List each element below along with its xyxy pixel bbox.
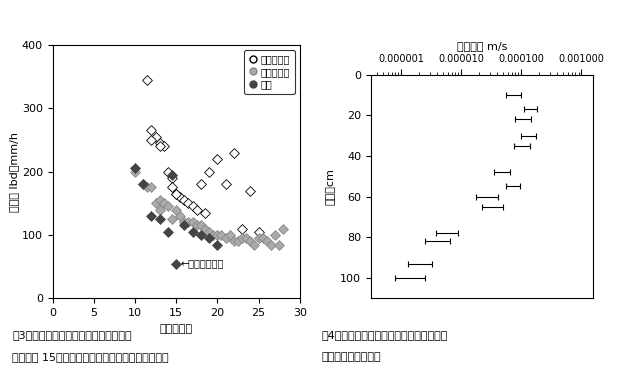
Point bbox=[146, 213, 156, 219]
X-axis label: 傍斜角，度: 傍斜角，度 bbox=[159, 324, 193, 334]
Point bbox=[188, 203, 198, 209]
Point bbox=[154, 197, 164, 203]
Point bbox=[151, 134, 161, 140]
Point bbox=[192, 222, 201, 228]
Point bbox=[163, 229, 173, 235]
Point bbox=[204, 229, 214, 235]
Point bbox=[200, 210, 210, 216]
Point bbox=[225, 232, 235, 238]
Text: 深さ方向の変化: 深さ方向の変化 bbox=[321, 352, 381, 363]
Point bbox=[171, 191, 181, 197]
Point bbox=[188, 219, 198, 225]
Point bbox=[216, 232, 226, 238]
Point bbox=[167, 184, 177, 190]
Point bbox=[213, 242, 222, 248]
Point bbox=[245, 238, 255, 244]
Text: 傍斜角 15度を尾根部の上部と下部の境界とした: 傍斜角 15度を尾根部の上部と下部の境界とした bbox=[12, 352, 169, 363]
Point bbox=[184, 200, 193, 206]
Point bbox=[176, 213, 185, 219]
Point bbox=[159, 200, 169, 206]
Point bbox=[213, 232, 222, 238]
Point bbox=[179, 219, 189, 225]
Point bbox=[208, 232, 218, 238]
Point bbox=[138, 181, 148, 187]
Point bbox=[179, 222, 189, 228]
Point bbox=[154, 143, 164, 149]
Point bbox=[130, 169, 140, 175]
Point bbox=[154, 207, 164, 213]
Point bbox=[253, 229, 263, 235]
Point bbox=[167, 175, 177, 181]
Point bbox=[221, 181, 231, 187]
Point bbox=[196, 222, 206, 228]
Point bbox=[151, 200, 161, 206]
Point bbox=[146, 184, 156, 190]
Text: 図3　草地の地表傍斜角と浸透能の関係: 図3 草地の地表傍斜角と浸透能の関係 bbox=[12, 330, 132, 340]
Point bbox=[146, 137, 156, 143]
Point bbox=[163, 169, 173, 175]
Point bbox=[154, 140, 164, 146]
Point bbox=[241, 235, 251, 241]
Point bbox=[221, 235, 231, 241]
Point bbox=[171, 207, 181, 213]
Point bbox=[274, 242, 284, 248]
Point bbox=[270, 232, 280, 238]
Point bbox=[245, 188, 255, 194]
Point bbox=[237, 226, 247, 232]
Point bbox=[184, 219, 193, 225]
Point bbox=[130, 165, 140, 171]
Point bbox=[233, 238, 243, 244]
Text: 図4　尾根部における土壌飽和透水係数の: 図4 尾根部における土壌飽和透水係数の bbox=[321, 330, 447, 340]
Point bbox=[253, 235, 263, 241]
Point bbox=[196, 181, 206, 187]
Point bbox=[142, 184, 152, 190]
X-axis label: 透水係数 m/s: 透水係数 m/s bbox=[457, 41, 507, 51]
Point bbox=[159, 143, 169, 149]
Point bbox=[262, 238, 272, 244]
Point bbox=[213, 156, 222, 162]
Point bbox=[250, 242, 260, 248]
Point bbox=[167, 172, 177, 178]
Point bbox=[142, 76, 152, 82]
Y-axis label: 深さ，cm: 深さ，cm bbox=[326, 168, 336, 205]
Point bbox=[258, 235, 268, 241]
Point bbox=[237, 235, 247, 241]
Point bbox=[176, 194, 185, 200]
Point bbox=[163, 203, 173, 209]
Point bbox=[229, 238, 239, 244]
Point bbox=[200, 226, 210, 232]
Point bbox=[167, 216, 177, 222]
Point bbox=[138, 181, 148, 187]
Point bbox=[278, 226, 288, 232]
Point bbox=[204, 169, 214, 175]
Point bbox=[266, 242, 276, 248]
Legend: 尾根部上部, 尾根部下部, 谷部: 尾根部上部, 尾根部下部, 谷部 bbox=[244, 50, 295, 94]
Point bbox=[171, 191, 181, 197]
Y-axis label: 浸透能 Ibd，mm/h: 浸透能 Ibd，mm/h bbox=[9, 132, 19, 211]
Point bbox=[196, 232, 206, 238]
Text: ←浸透能の下限: ←浸透能の下限 bbox=[180, 258, 224, 269]
Point bbox=[204, 235, 214, 241]
Point bbox=[188, 229, 198, 235]
Point bbox=[146, 127, 156, 133]
Point bbox=[229, 150, 239, 156]
Point bbox=[192, 207, 201, 213]
Point bbox=[179, 197, 189, 203]
Point bbox=[154, 216, 164, 222]
Point bbox=[171, 260, 181, 266]
